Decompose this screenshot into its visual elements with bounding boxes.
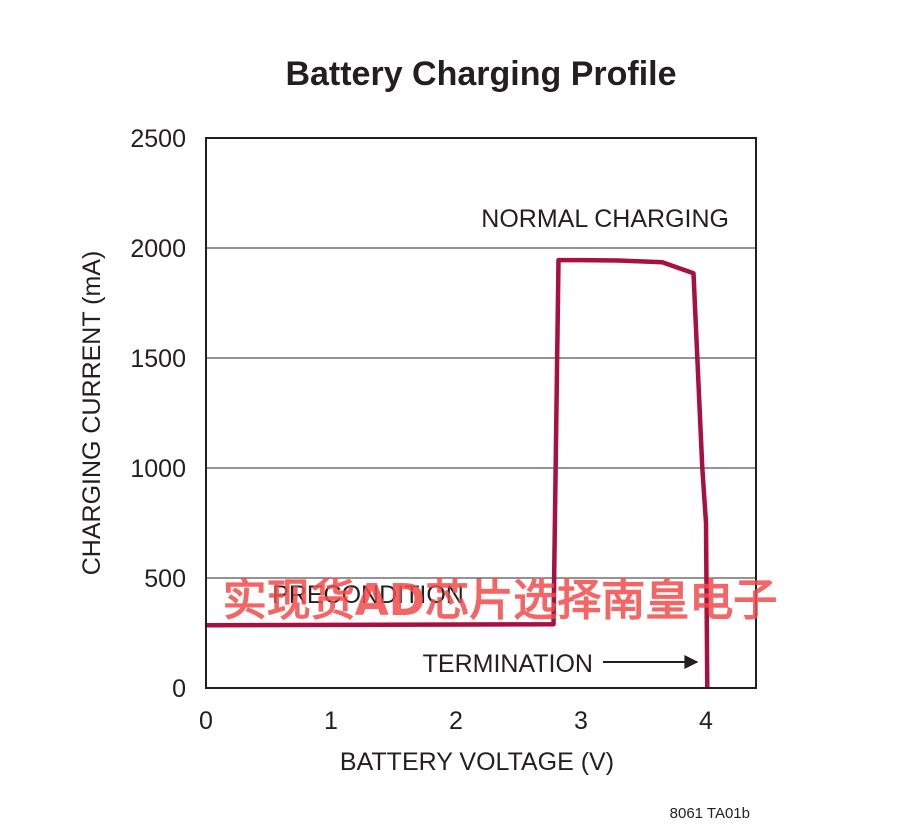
x-tick-label: 2 (449, 707, 463, 735)
y-tick-label: 500 (144, 565, 186, 593)
chart-title: Battery Charging Profile (285, 55, 676, 93)
x-tick-labels: 0 1 2 3 4 (199, 707, 713, 735)
y-axis-label: CHARGING CURRENT (mA) (78, 251, 106, 576)
annotation-termination: TERMINATION (423, 650, 593, 678)
curve-layer (205, 257, 710, 689)
charging-current-line (205, 257, 710, 689)
x-tick-label: 3 (574, 707, 588, 735)
figure-code: 8061 TA01b (670, 805, 750, 822)
y-tick-label: 1000 (130, 455, 186, 483)
plot-frame (205, 137, 757, 689)
y-tick-label: 1500 (130, 345, 186, 373)
annotation-normal-charging: NORMAL CHARGING (481, 205, 729, 233)
x-tick-label: 4 (699, 707, 713, 735)
x-tick-label: 0 (199, 707, 213, 735)
y-tick-label: 0 (172, 675, 186, 703)
y-tick-label: 2000 (130, 235, 186, 263)
y-tick-label: 2500 (130, 125, 186, 153)
watermark-text: 实现货AD芯片选择南皇电子 (223, 575, 778, 626)
grid-lines (206, 247, 756, 579)
annotation-precondition: PRECONDITION (272, 581, 464, 609)
x-tick-label: 1 (324, 707, 338, 735)
y-tick-labels: 0 500 1000 1500 2000 2500 (130, 125, 186, 703)
x-axis-label: BATTERY VOLTAGE (V) (340, 748, 614, 776)
